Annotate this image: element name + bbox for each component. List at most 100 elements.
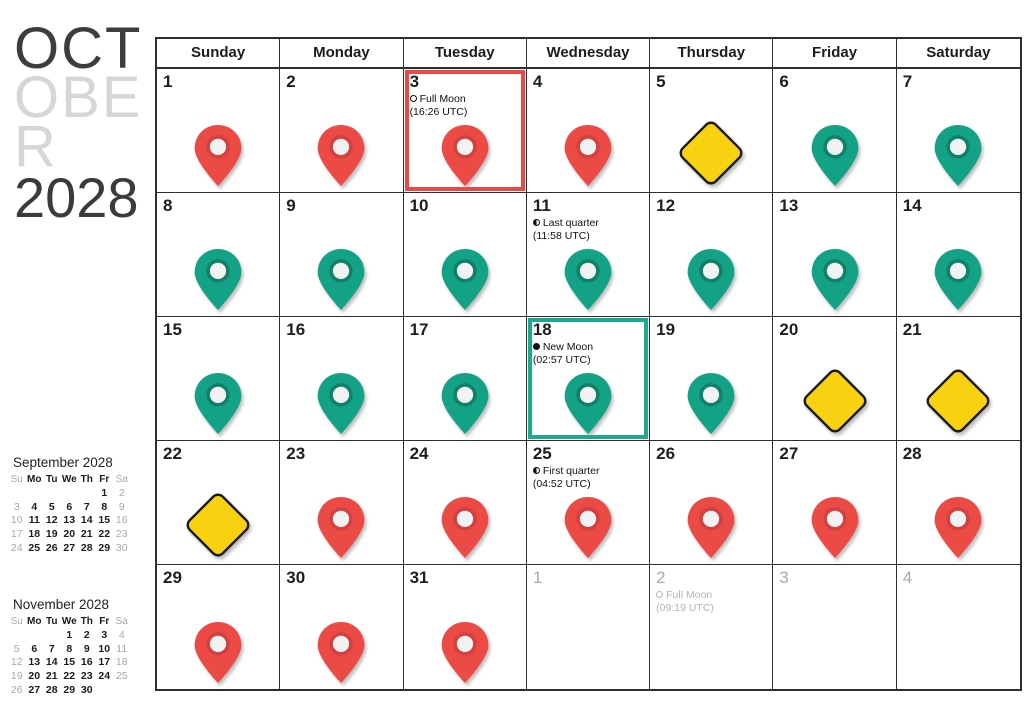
day-cell[interactable]: 2 [280, 69, 404, 193]
full-moon-icon [656, 591, 664, 598]
red-pin-marker [563, 496, 613, 559]
mini-day-number [26, 487, 44, 501]
mini-day-number: 5 [13, 642, 20, 655]
day-number: 3 [409, 72, 420, 91]
location-pin-icon [441, 249, 489, 310]
day-cell[interactable]: 29 [157, 565, 281, 689]
day-cell[interactable]: 16 [280, 317, 404, 441]
day-cell[interactable]: 1 [526, 565, 651, 689]
mini-day-number: 22 [63, 670, 76, 683]
day-cell[interactable]: 30 [280, 565, 404, 689]
mini-day-number: 17 [10, 528, 23, 541]
day-cell[interactable]: 10 [403, 193, 527, 317]
day-cell[interactable]: 7 [896, 69, 1020, 193]
mini-day-number [8, 629, 26, 643]
day-cell[interactable]: 3 Full Moon (16:26 UTC) [403, 69, 527, 193]
mini-day-number: 9 [118, 500, 125, 513]
day-cell[interactable]: 6 [773, 69, 897, 193]
yellow-diamond-marker [921, 364, 995, 438]
mini-day-number: 28 [80, 541, 93, 554]
mini-day-number: 20 [28, 670, 41, 683]
mini-day-number [61, 487, 79, 501]
yellow-diamond-marker [181, 488, 255, 562]
mini-day-number: 2 [83, 628, 90, 641]
moon-phase-name: Full Moon [666, 589, 713, 601]
location-pin-icon [811, 249, 858, 310]
mini-calendar-title: September 2028 [13, 455, 113, 470]
location-pin-icon [934, 125, 982, 186]
mini-day-number: 9 [83, 642, 90, 655]
year-label: 2028 [14, 166, 139, 229]
weekday-header: Wednesday [526, 39, 651, 69]
yellow-diamond-marker [798, 364, 872, 438]
day-cell[interactable]: 8 [157, 193, 281, 317]
day-number: 6 [779, 72, 789, 91]
day-cell[interactable]: 21 [896, 317, 1020, 441]
red-pin-marker [316, 124, 366, 187]
day-cell[interactable]: 5 [650, 69, 774, 193]
day-cell[interactable]: 27 [773, 441, 897, 565]
mini-day-number: 8 [101, 500, 108, 513]
day-cell[interactable]: 22 [157, 441, 281, 565]
day-grid: 1 2 3 Full Moon (16:26 UTC) 4 5 6 7 8 9 [157, 69, 1020, 689]
day-cell[interactable]: 19 [650, 317, 774, 441]
day-cell[interactable]: 4 [526, 69, 651, 193]
mini-day-number: 21 [80, 528, 93, 541]
location-pin-icon [811, 497, 858, 558]
day-cell[interactable]: 24 [403, 441, 527, 565]
moon-phase-label: First quarter (04:52 UTC) [532, 465, 599, 490]
mini-day-number: 24 [98, 670, 111, 683]
day-cell[interactable]: 14 [896, 193, 1020, 317]
mini-weekday-header: Fr [99, 616, 110, 627]
moon-phase-time: (02:57 UTC) [532, 353, 591, 366]
day-cell[interactable]: 11 Last quarter (11:58 UTC) [526, 193, 651, 317]
moon-phase-time: (11:58 UTC) [532, 229, 590, 242]
day-number: 1 [532, 568, 543, 587]
day-cell[interactable]: 17 [403, 317, 527, 441]
day-number: 26 [656, 444, 676, 463]
day-cell[interactable]: 28 [896, 441, 1020, 565]
day-cell[interactable]: 18 New Moon (02:57 UTC) [526, 317, 651, 441]
day-number: 20 [779, 320, 799, 339]
day-cell[interactable]: 23 [280, 441, 404, 565]
day-cell[interactable]: 1 [157, 69, 281, 193]
day-cell[interactable]: 3 [773, 565, 897, 689]
day-cell[interactable]: 25 First quarter (04:52 UTC) [526, 441, 651, 565]
weekday-header: Monday [280, 39, 404, 69]
location-pin-icon [318, 249, 365, 310]
mini-calendar-next-month: November 2028 Su Mo Tu We Th Fr Sa 1 2 3 4 5 6 7 8 9 10 11… [8, 597, 150, 698]
moon-phase-time: (09:19 UTC) [656, 601, 714, 614]
mini-day-number [43, 629, 61, 643]
day-cell[interactable]: 4 [896, 565, 1020, 689]
mini-day-number: 15 [63, 656, 76, 669]
mini-day-number: 30 [115, 541, 128, 554]
mini-day-number [26, 629, 44, 643]
mini-day-number: 1 [66, 628, 73, 641]
day-cell[interactable]: 26 [650, 441, 774, 565]
day-cell[interactable]: 2 Full Moon (09:19 UTC) [650, 565, 774, 689]
moon-phase-time: (16:26 UTC) [409, 105, 468, 118]
mini-day-number: 10 [10, 514, 23, 527]
mini-weekday-header: Mo [27, 616, 42, 627]
red-pin-marker [316, 621, 366, 684]
mini-day-number: 18 [115, 656, 128, 669]
day-cell[interactable]: 12 [650, 193, 774, 317]
location-pin-icon [318, 125, 365, 186]
day-cell[interactable]: 31 [403, 565, 527, 689]
mini-day-number: 17 [98, 656, 111, 669]
day-cell[interactable]: 9 [280, 193, 404, 317]
day-number: 11 [532, 196, 551, 215]
day-cell[interactable]: 20 [773, 317, 897, 441]
location-pin-icon [811, 125, 858, 186]
location-pin-icon [564, 125, 612, 186]
day-cell[interactable]: 13 [773, 193, 897, 317]
weekday-header: Thursday [650, 39, 774, 69]
teal-pin-marker [193, 248, 243, 311]
month-title-line-3: R [14, 114, 58, 179]
location-pin-icon [687, 249, 735, 310]
mini-day-number: 19 [45, 528, 58, 541]
day-number: 4 [532, 72, 543, 91]
day-cell[interactable]: 15 [157, 317, 281, 441]
day-number: 22 [163, 444, 182, 463]
moon-phase-label: Full Moon (16:26 UTC) [409, 93, 468, 118]
